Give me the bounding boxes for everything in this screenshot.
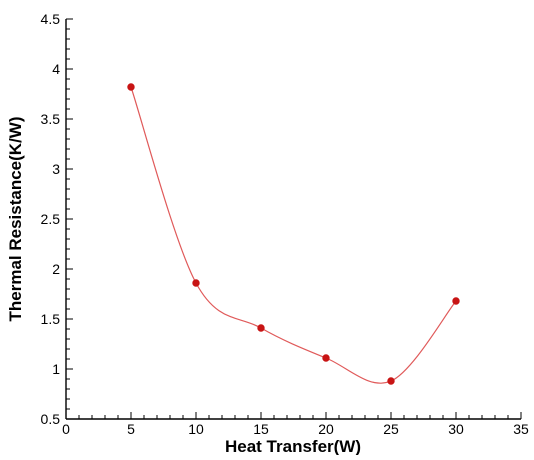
series-line <box>130 86 457 384</box>
chart-ticks: 0 5 10 15 20 25 30 35 0.5 1 1.5 2 2.5 3 3.5 4 4.5 <box>41 11 529 437</box>
x-tick-label: 35 <box>513 421 529 437</box>
x-tick-label: 0 <box>62 421 70 437</box>
x-tick-label: 5 <box>127 421 135 437</box>
x-tick-label: 30 <box>448 421 464 437</box>
y-tick-label: 3 <box>52 161 60 177</box>
x-tick-label: 15 <box>253 421 269 437</box>
y-tick-label: 4 <box>52 61 60 77</box>
y-tick-label: 4.5 <box>41 11 61 27</box>
y-tick-label: 1.5 <box>41 311 61 327</box>
x-tick-label: 20 <box>318 421 334 437</box>
chart-frame <box>65 19 521 420</box>
chart-series-layer <box>130 86 457 384</box>
data-point <box>322 354 330 362</box>
y-tick-label: 3.5 <box>41 111 61 127</box>
data-point <box>387 377 395 385</box>
y-tick-label: 2 <box>52 261 60 277</box>
x-axis-label: Heat Transfer(W) <box>225 437 361 455</box>
data-point <box>257 324 265 332</box>
y-tick-label: 0.5 <box>41 411 61 427</box>
x-tick-label: 10 <box>188 421 204 437</box>
data-point <box>127 83 135 91</box>
y-tick-label: 2.5 <box>41 211 61 227</box>
x-tick-label: 25 <box>383 421 399 437</box>
chart-point-layer <box>127 83 460 385</box>
y-tick-label: 1 <box>52 361 60 377</box>
data-point <box>192 279 200 287</box>
data-point <box>452 297 460 305</box>
y-axis-label: Thermal Resistance(K/W) <box>6 117 25 322</box>
